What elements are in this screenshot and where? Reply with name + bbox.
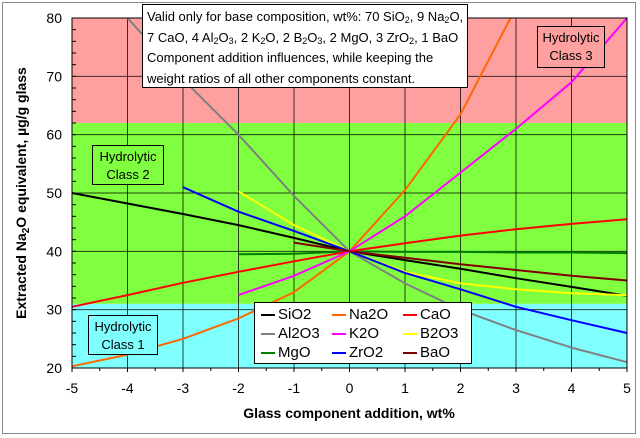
y-tick-label: 40 bbox=[46, 243, 62, 259]
composition-note: Valid only for base composition, wt%: 70… bbox=[142, 4, 468, 88]
legend-swatch-icon bbox=[403, 332, 417, 335]
note-line-2: 7 CaO, 4 Al2O3, 2 K2O, 2 B2O3, 2 MgO, 3 … bbox=[147, 29, 459, 46]
y-axis-title: Extracted Na2O equivalent, µg/g glass bbox=[13, 67, 32, 319]
y-tick-label: 30 bbox=[46, 302, 62, 318]
series-mgo bbox=[238, 250, 628, 256]
x-tick-label: 1 bbox=[401, 380, 409, 396]
legend-label: Al2O3 bbox=[278, 325, 320, 342]
legend-swatch-icon bbox=[261, 351, 275, 354]
legend-item-na2o: Na2O bbox=[332, 306, 388, 323]
x-tick-label: 0 bbox=[346, 380, 354, 396]
x-axis-title: Glass component addition, wt% bbox=[243, 405, 455, 421]
legend-label: B2O3 bbox=[420, 325, 459, 342]
x-tick-label: -2 bbox=[232, 380, 245, 396]
class-1-line-1: Hydrolytic bbox=[94, 319, 152, 334]
y-axis-ticks: 20 30 40 50 60 70 80 bbox=[46, 10, 76, 376]
data-series bbox=[71, 17, 628, 368]
legend-item-k2o: K2O bbox=[332, 325, 379, 342]
class-3-line-2: Class 3 bbox=[549, 48, 593, 63]
legend-label: BaO bbox=[420, 344, 451, 361]
legend-swatch-icon bbox=[332, 351, 346, 354]
note-line-4: weight ratios of all other components co… bbox=[147, 70, 416, 86]
legend-label: CaO bbox=[420, 306, 451, 323]
y-tick-label: 80 bbox=[46, 10, 62, 26]
legend-swatch-icon bbox=[261, 332, 275, 335]
hydrolytic-class-2-label: Hydrolytic Class 2 bbox=[92, 145, 164, 185]
hydrolytic-class-3-label: Hydrolytic Class 3 bbox=[537, 26, 605, 68]
legend-item-b2o3: B2O3 bbox=[403, 325, 458, 342]
legend-label: ZrO2 bbox=[349, 344, 384, 361]
x-tick-label: 3 bbox=[512, 380, 520, 396]
class-2-line-2: Class 2 bbox=[106, 167, 150, 182]
x-tick-label: 5 bbox=[623, 380, 631, 396]
class-1-line-2: Class 1 bbox=[101, 337, 145, 352]
legend-label: K2O bbox=[349, 325, 380, 342]
x-tick-label: 2 bbox=[457, 380, 465, 396]
x-tick-label: 4 bbox=[568, 380, 576, 396]
legend-item-cao: CaO bbox=[403, 306, 451, 323]
series-k2o bbox=[238, 17, 628, 297]
x-tick-label: -4 bbox=[121, 380, 134, 396]
class-3-line-1: Hydrolytic bbox=[542, 30, 600, 45]
legend-item-sio2: SiO2 bbox=[261, 306, 311, 323]
legend-label: SiO2 bbox=[278, 306, 312, 323]
hydrolytic-class-1-label: Hydrolytic Class 1 bbox=[88, 315, 158, 355]
legend-item-mgo: MgO bbox=[261, 344, 311, 361]
legend-swatch-icon bbox=[332, 313, 346, 316]
legend-swatch-icon bbox=[403, 351, 417, 354]
y-tick-label: 20 bbox=[46, 360, 62, 376]
legend-swatch-icon bbox=[261, 313, 275, 316]
legend: SiO2 Na2O CaO Al2O3 K2O B2O3 MgO ZrO2 BaO bbox=[254, 302, 472, 364]
legend-label: Na2O bbox=[349, 306, 389, 323]
series-zro2 bbox=[182, 186, 628, 334]
series-bao bbox=[293, 241, 628, 282]
legend-item-bao: BaO bbox=[403, 344, 450, 361]
legend-swatch-icon bbox=[332, 332, 346, 335]
class-2-line-1: Hydrolytic bbox=[99, 149, 157, 164]
x-tick-label: -1 bbox=[288, 380, 301, 396]
note-line-1: Valid only for base composition, wt%: 70… bbox=[147, 9, 464, 25]
y-tick-label: 60 bbox=[46, 127, 62, 143]
note-line-3: Component addition influences, while kee… bbox=[147, 50, 434, 65]
x-axis-ticks: -5 -4 -3 -2 -1 0 1 2 3 4 5 bbox=[66, 368, 631, 396]
y-tick-label: 70 bbox=[46, 68, 62, 84]
legend-label: MgO bbox=[278, 344, 311, 361]
x-tick-label: -3 bbox=[177, 380, 190, 396]
series-b2o3 bbox=[237, 190, 628, 297]
legend-item-zro2: ZrO2 bbox=[332, 344, 383, 361]
x-tick-label: -5 bbox=[66, 380, 79, 396]
legend-swatch-icon bbox=[403, 313, 417, 316]
legend-item-al2o3: Al2O3 bbox=[261, 325, 320, 342]
y-tick-label: 50 bbox=[46, 185, 62, 201]
series-al2o3 bbox=[126, 17, 628, 364]
